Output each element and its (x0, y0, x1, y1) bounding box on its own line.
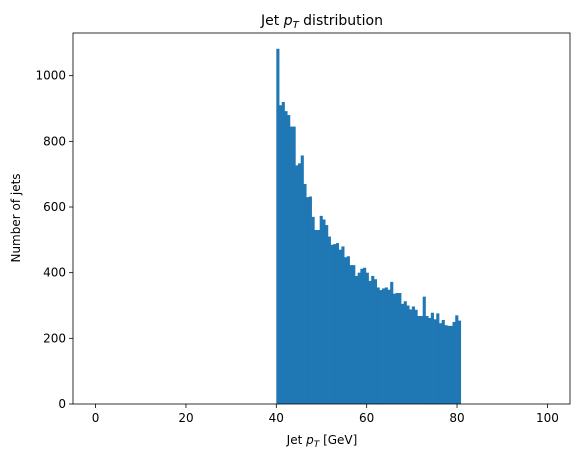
histogram-bar (384, 287, 388, 404)
histogram-bar (311, 216, 315, 404)
histogram-bar (330, 244, 334, 404)
histogram-bar (447, 325, 451, 404)
plot-frame (72, 32, 571, 405)
histogram-bar (409, 309, 413, 404)
y-tick-label: 200 (43, 331, 66, 345)
histogram-bar (390, 281, 394, 404)
histogram-bar (379, 290, 383, 404)
histogram-bar (308, 196, 312, 404)
histogram-bar (444, 325, 448, 404)
histogram-bar (373, 279, 378, 404)
histogram-bar (276, 48, 280, 405)
x-tick-label: 40 (269, 411, 284, 425)
histogram-bar (371, 275, 375, 404)
histogram-bar (327, 236, 331, 404)
histogram-bar (438, 323, 443, 404)
histogram-bar (417, 316, 421, 404)
y-tick-label: 800 (43, 134, 66, 148)
x-tick-label: 0 (92, 411, 100, 425)
histogram-bar (395, 293, 399, 404)
histogram-bar (376, 287, 380, 404)
histogram-bar (419, 316, 424, 404)
histogram-bar (425, 316, 429, 404)
histogram-bar (279, 105, 283, 404)
histogram-bar (403, 301, 407, 404)
histogram-bar (430, 312, 434, 404)
histogram-bar (428, 317, 432, 404)
histogram-bar (349, 265, 353, 404)
histogram-bar (401, 303, 405, 404)
histogram-bar (411, 306, 415, 404)
histogram-bar (346, 256, 350, 404)
histogram-bar (455, 315, 459, 404)
x-tick-label: 20 (178, 411, 193, 425)
histogram-bar (398, 293, 402, 404)
histogram-bar (298, 163, 302, 404)
histogram-bar (387, 289, 391, 404)
histogram-bar (338, 249, 342, 404)
y-axis-label: Number of jets (9, 173, 23, 262)
histogram-bar (287, 115, 291, 404)
histogram-bar (325, 225, 329, 404)
histogram-bar (414, 309, 418, 404)
x-axis: 0 20 40 60 80 100 (92, 404, 559, 425)
histogram-bar (335, 243, 340, 404)
histogram-bar (365, 272, 369, 404)
histogram-bar (433, 319, 437, 404)
x-tick-label: 100 (536, 411, 559, 425)
histogram-bar (422, 296, 426, 404)
histogram-bar (300, 155, 304, 404)
chart-title: Jet pT distribution (260, 13, 383, 31)
y-axis: 0 200 400 600 800 1000 (35, 69, 73, 411)
histogram-bar (284, 111, 288, 404)
y-tick-label: 0 (58, 397, 66, 411)
histogram-bar (354, 275, 359, 404)
histogram-bar (449, 325, 453, 404)
y-tick-label: 400 (43, 266, 66, 280)
histogram-bar (303, 184, 307, 404)
x-tick-label: 60 (359, 411, 374, 425)
x-axis-label: Jet pT [GeV] (286, 433, 358, 450)
histogram-bar (452, 321, 456, 404)
histogram-bar (357, 272, 361, 404)
y-tick-label: 1000 (35, 69, 66, 83)
histogram-bar (352, 265, 356, 404)
histogram-bar (281, 101, 285, 404)
x-tick-label: 80 (449, 411, 464, 425)
y-tick-label: 600 (43, 200, 66, 214)
histogram-bar (441, 319, 445, 404)
histogram-bar (292, 126, 296, 404)
histogram-bars (276, 48, 462, 405)
histogram-bar (392, 293, 396, 404)
histogram-bar (295, 165, 299, 404)
histogram-bar (382, 288, 386, 404)
histogram-bar (360, 268, 364, 404)
histogram-bar (322, 219, 326, 404)
histogram-bar (333, 244, 337, 404)
histogram-bar (344, 257, 348, 404)
histogram-bar (368, 280, 372, 404)
histogram-bar (436, 313, 440, 404)
histogram-bar (406, 305, 410, 404)
histogram-bar (319, 215, 323, 404)
histogram-bar (457, 320, 462, 404)
histogram-bar (316, 229, 321, 404)
histogram-bar (289, 126, 293, 404)
histogram-bar (341, 246, 345, 404)
histogram-bar (314, 229, 318, 404)
histogram-bar (363, 267, 367, 404)
histogram-bar (306, 197, 310, 404)
